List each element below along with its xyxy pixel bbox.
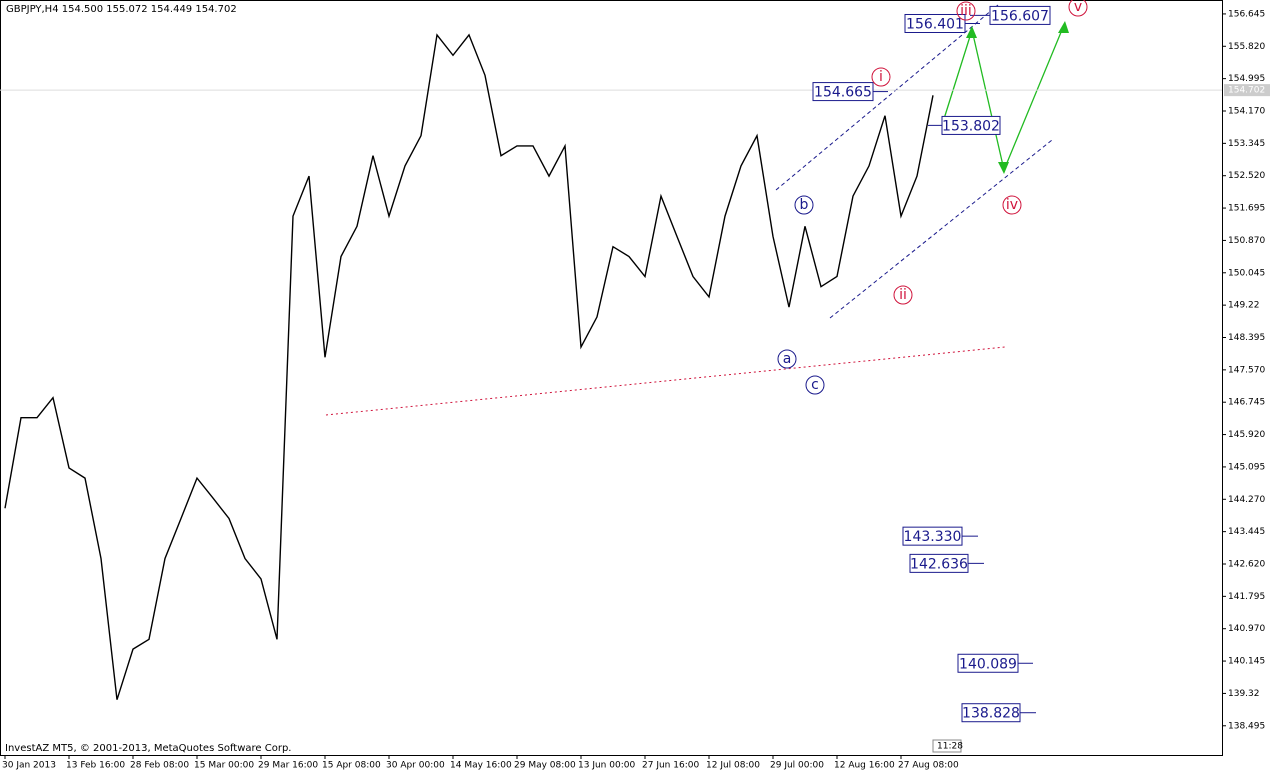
- level-box: [902, 526, 963, 546]
- plot-frame: [0, 0, 1223, 756]
- wave-circle: [794, 195, 814, 215]
- current-price-box: [1224, 84, 1270, 97]
- x-tick-label: 13 Jun 00:00: [578, 761, 635, 771]
- x-tick-label: 29 Mar 16:00: [258, 761, 318, 771]
- wave-label: i: [879, 69, 883, 85]
- projection-arrows: [942, 24, 1065, 173]
- wave-circle: [777, 349, 797, 369]
- x-tick-label: 27 Jun 16:00: [642, 761, 699, 771]
- x-tick-label: 30 Apr 00:00: [386, 761, 445, 771]
- level-label: 142.636: [910, 556, 968, 572]
- y-tick-label: 154.170: [1228, 106, 1265, 116]
- time: 11:28: [937, 742, 963, 752]
- time-box: [932, 739, 962, 753]
- level-box: [904, 13, 966, 33]
- wave-label: iv: [1006, 197, 1018, 213]
- x-tick-label: 15 Apr 08:00: [322, 761, 381, 771]
- level-label: 156.607: [991, 8, 1049, 24]
- wave-label: a: [783, 351, 792, 367]
- x-tick-label: 13 Feb 16:00: [66, 761, 125, 771]
- y-tick-label: 156.645: [1228, 9, 1265, 19]
- level-label: 140.089: [959, 656, 1017, 672]
- y-tick-label: 154.995: [1228, 74, 1265, 84]
- y-tick-label: 150.870: [1228, 236, 1265, 246]
- arrow-head: [1058, 21, 1069, 33]
- channel-lower: [829, 139, 1053, 319]
- x-tick-label: 27 Aug 08:00: [898, 761, 959, 771]
- x-tick-label: 29 Jul 00:00: [770, 761, 824, 771]
- x-tick-label: 14 May 16:00: [450, 761, 512, 771]
- level-label: 143.330: [904, 529, 962, 545]
- x-tick-label: 12 Jul 08:00: [706, 761, 760, 771]
- price-line: [4, 33, 934, 700]
- x-tick-label: 29 May 08:00: [514, 761, 576, 771]
- level-box: [957, 653, 1019, 673]
- level-label: 153.802: [942, 118, 1000, 134]
- x-tick-label: 30 Jan 2013: [2, 761, 56, 771]
- y-tick-label: 141.795: [1228, 592, 1265, 602]
- y-tick-label: 139.32: [1228, 689, 1260, 699]
- footer: InvestAZ MT5, © 2001-2013, MetaQuotes So…: [5, 743, 291, 754]
- y-tick-label: 153.345: [1228, 139, 1265, 149]
- y-tick-label: 140.145: [1228, 657, 1265, 667]
- wave-circle: [1068, 0, 1088, 17]
- wave-circle: [871, 67, 891, 87]
- current-price: 154.702: [1228, 86, 1265, 96]
- wave-label: c: [811, 377, 819, 393]
- y-tick-label: 150.045: [1228, 268, 1265, 278]
- x-tick-label: 28 Feb 08:00: [130, 761, 189, 771]
- level-box: [961, 703, 1021, 723]
- level-box: [812, 82, 874, 102]
- wave-label: ii: [899, 287, 907, 303]
- y-tick-label: 151.695: [1228, 204, 1265, 214]
- y-tick-label: 145.095: [1228, 462, 1265, 472]
- y-tick-label: 152.520: [1228, 171, 1265, 181]
- y-tick-label: 142.620: [1228, 559, 1265, 569]
- y-tick-label: 144.270: [1228, 495, 1265, 505]
- y-tick-label: 149.22: [1228, 301, 1260, 311]
- y-tick-label: 138.495: [1228, 721, 1265, 731]
- arrow-head: [966, 26, 977, 38]
- level-label: 138.828: [962, 706, 1020, 722]
- x-tick-label: 15 Mar 00:00: [194, 761, 254, 771]
- level-label: 154.665: [814, 85, 872, 101]
- support-line: [325, 346, 1006, 416]
- y-tick-label: 147.570: [1228, 365, 1265, 375]
- x-tick-label: 12 Aug 16:00: [834, 761, 895, 771]
- y-tick-label: 148.395: [1228, 333, 1265, 343]
- wave-circle: [956, 1, 976, 21]
- wave-label: v: [1074, 0, 1082, 15]
- annotations: [325, 4, 1069, 416]
- level-label: 156.401: [906, 16, 964, 32]
- y-tick-label: 155.820: [1228, 42, 1265, 52]
- y-tick-label: 145.920: [1228, 430, 1265, 440]
- y-tick-label: 146.745: [1228, 398, 1265, 408]
- y-tick-label: 140.970: [1228, 624, 1265, 634]
- level-box: [909, 553, 969, 573]
- wave-circle: [1002, 195, 1022, 215]
- level-box: [989, 5, 1051, 25]
- level-box: [941, 115, 1001, 135]
- wave-circle: [805, 375, 825, 395]
- wave-label: b: [800, 197, 809, 213]
- wave-circle: [893, 285, 913, 305]
- chart-title: GBPJPY,H4 154.500 155.072 154.449 154.70…: [6, 4, 237, 15]
- channel-upper: [775, 4, 999, 191]
- wave-label: iii: [960, 3, 972, 19]
- arrow-head: [998, 162, 1009, 174]
- y-tick-label: 143.445: [1228, 527, 1265, 537]
